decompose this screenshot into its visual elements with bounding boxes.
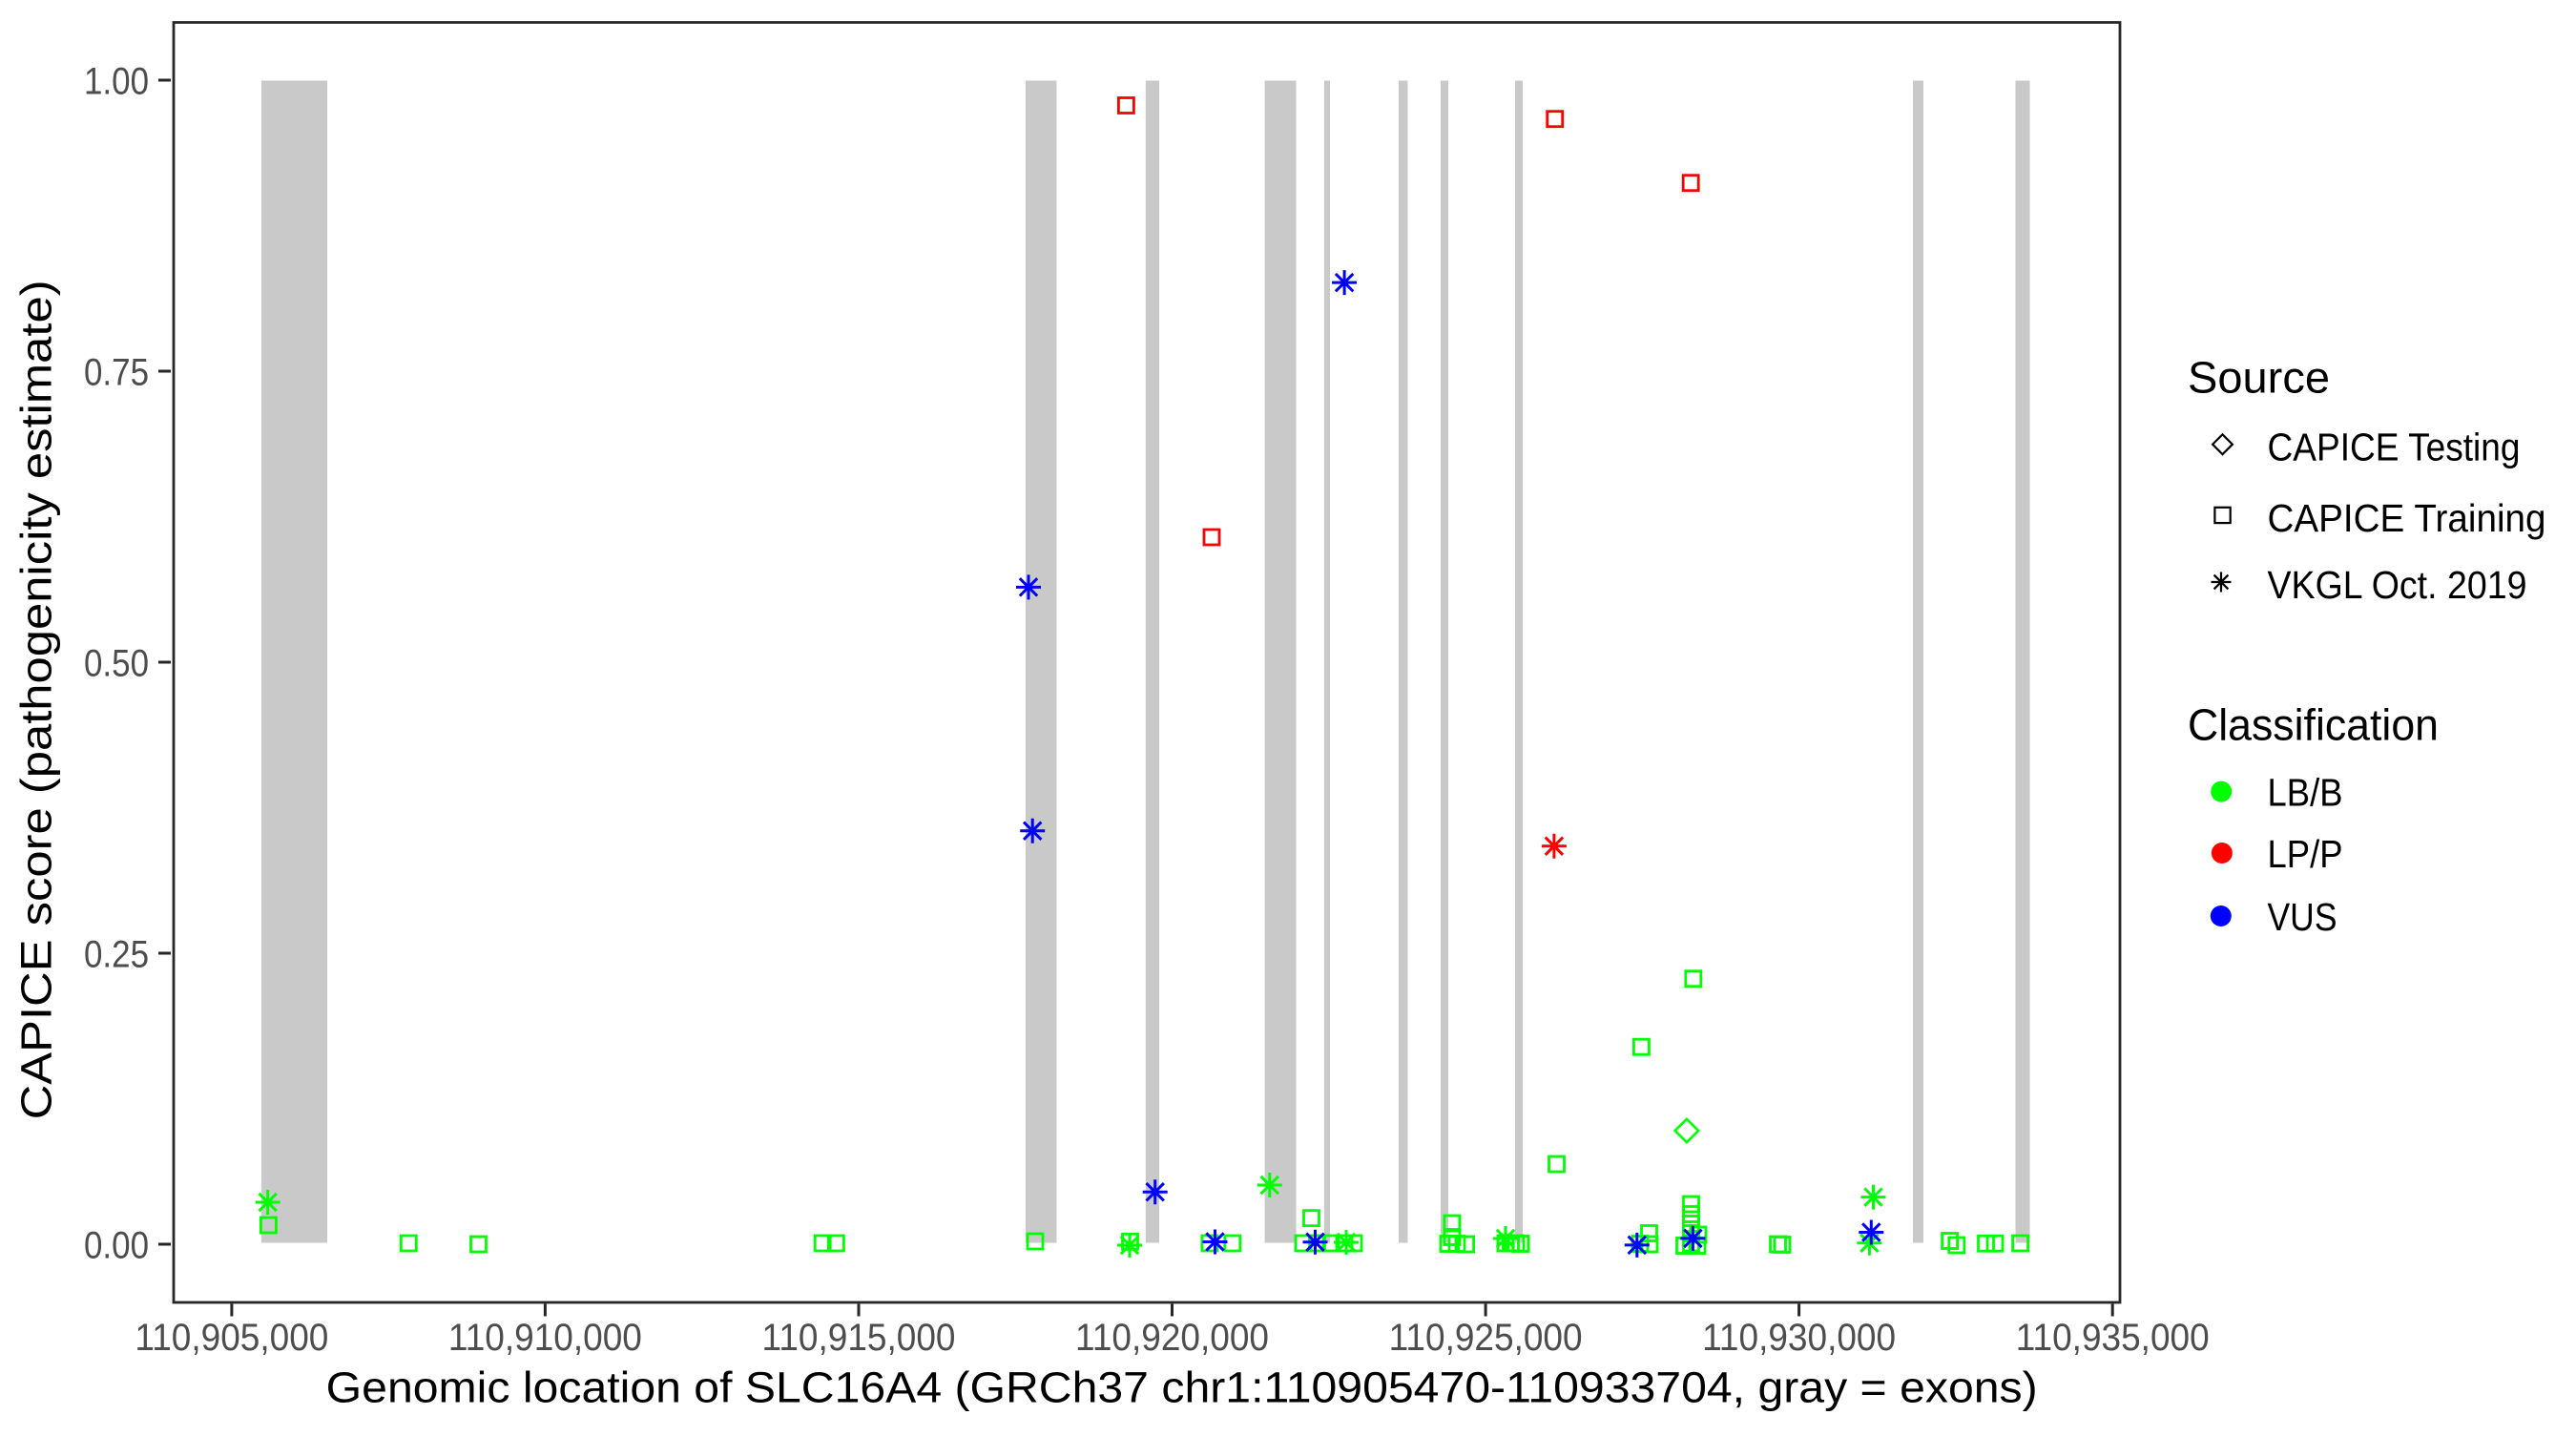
svg-text:110,920,000: 110,920,000 xyxy=(1075,1317,1269,1359)
svg-text:CAPICE score (pathogenicity es: CAPICE score (pathogenicity estimate) xyxy=(12,280,61,1119)
svg-text:110,915,000: 110,915,000 xyxy=(762,1317,956,1359)
svg-text:0.50: 0.50 xyxy=(84,643,149,685)
svg-text:LB/B: LB/B xyxy=(2268,771,2343,815)
svg-text:110,905,000: 110,905,000 xyxy=(135,1317,328,1359)
svg-text:0.25: 0.25 xyxy=(84,934,149,976)
svg-text:LP/P: LP/P xyxy=(2268,832,2343,876)
svg-text:110,930,000: 110,930,000 xyxy=(1702,1317,1896,1359)
svg-text:0.00: 0.00 xyxy=(84,1225,149,1267)
svg-text:CAPICE Testing: CAPICE Testing xyxy=(2268,426,2521,469)
svg-text:1.00: 1.00 xyxy=(84,61,149,103)
svg-text:110,925,000: 110,925,000 xyxy=(1389,1317,1583,1359)
svg-text:VUS: VUS xyxy=(2268,895,2337,939)
svg-text:110,910,000: 110,910,000 xyxy=(448,1317,642,1359)
svg-text:110,935,000: 110,935,000 xyxy=(2016,1317,2210,1359)
svg-text:Classification: Classification xyxy=(2188,700,2439,750)
svg-text:Genomic location of SLC16A4 (G: Genomic location of SLC16A4 (GRCh37 chr1… xyxy=(326,1363,2038,1412)
svg-text:CAPICE Training: CAPICE Training xyxy=(2268,496,2546,540)
svg-text:VKGL Oct. 2019: VKGL Oct. 2019 xyxy=(2268,563,2527,607)
svg-text:0.75: 0.75 xyxy=(84,352,149,394)
svg-text:Source: Source xyxy=(2188,352,2330,402)
